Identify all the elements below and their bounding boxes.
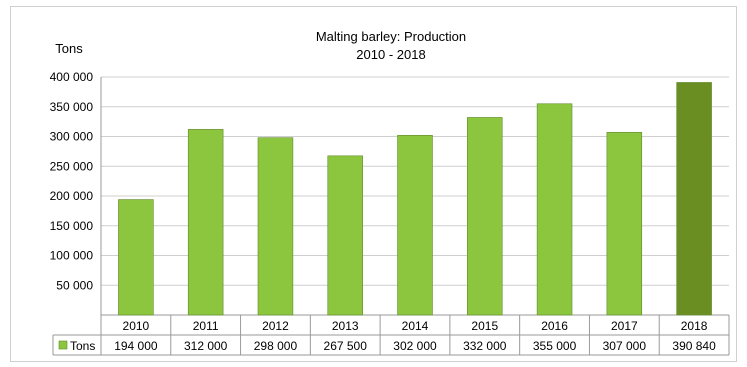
y-axis-label: Tons	[55, 41, 83, 56]
bar	[606, 132, 643, 316]
bar	[327, 155, 363, 316]
x-tick-label: 2018	[681, 319, 708, 333]
chart-title: Malting barley: Production	[316, 29, 466, 44]
legend-label: Tons	[70, 339, 95, 353]
bar	[676, 82, 712, 316]
bar	[187, 129, 224, 316]
table-value: 355 000	[533, 339, 577, 353]
table-value: 194 000	[114, 339, 158, 353]
bar-chart: Malting barley: Production 2010 - 2018 T…	[50, 29, 730, 356]
bar	[397, 135, 433, 316]
y-tick-label: 200 000	[50, 189, 94, 203]
bar	[536, 103, 573, 316]
x-tick-label: 2015	[471, 319, 498, 333]
y-tick-label: 300 000	[50, 130, 94, 144]
x-tick-label: 2017	[611, 319, 638, 333]
table-value: 390 840	[672, 339, 716, 353]
x-tick-label: 2013	[332, 319, 359, 333]
chart-subtitle: 2010 - 2018	[356, 47, 425, 62]
table-value: 307 000	[603, 339, 647, 353]
x-tick-label: 2012	[262, 319, 289, 333]
x-tick-label: 2011	[193, 319, 219, 333]
x-tick-label: 2014	[402, 319, 429, 333]
x-tick-label: 2010	[123, 319, 150, 333]
chart-frame: Malting barley: Production 2010 - 2018 T…	[10, 6, 737, 362]
table-value: 332 000	[463, 339, 507, 353]
table-value: 298 000	[254, 339, 298, 353]
y-tick-label: 50 000	[56, 278, 93, 292]
y-tick-label: 350 000	[50, 100, 94, 114]
bar	[257, 137, 294, 316]
x-tick-label: 2016	[541, 319, 568, 333]
table-value: 312 000	[184, 339, 228, 353]
table-value: 302 000	[393, 339, 437, 353]
y-tick-label: 400 000	[50, 70, 94, 84]
table-value: 267 500	[324, 339, 368, 353]
y-tick-label: 150 000	[50, 219, 94, 233]
bar	[118, 199, 154, 316]
legend-swatch	[58, 340, 68, 350]
y-tick-label: 250 000	[50, 159, 94, 173]
bar	[467, 117, 503, 316]
y-tick-label: 100 000	[50, 249, 94, 263]
